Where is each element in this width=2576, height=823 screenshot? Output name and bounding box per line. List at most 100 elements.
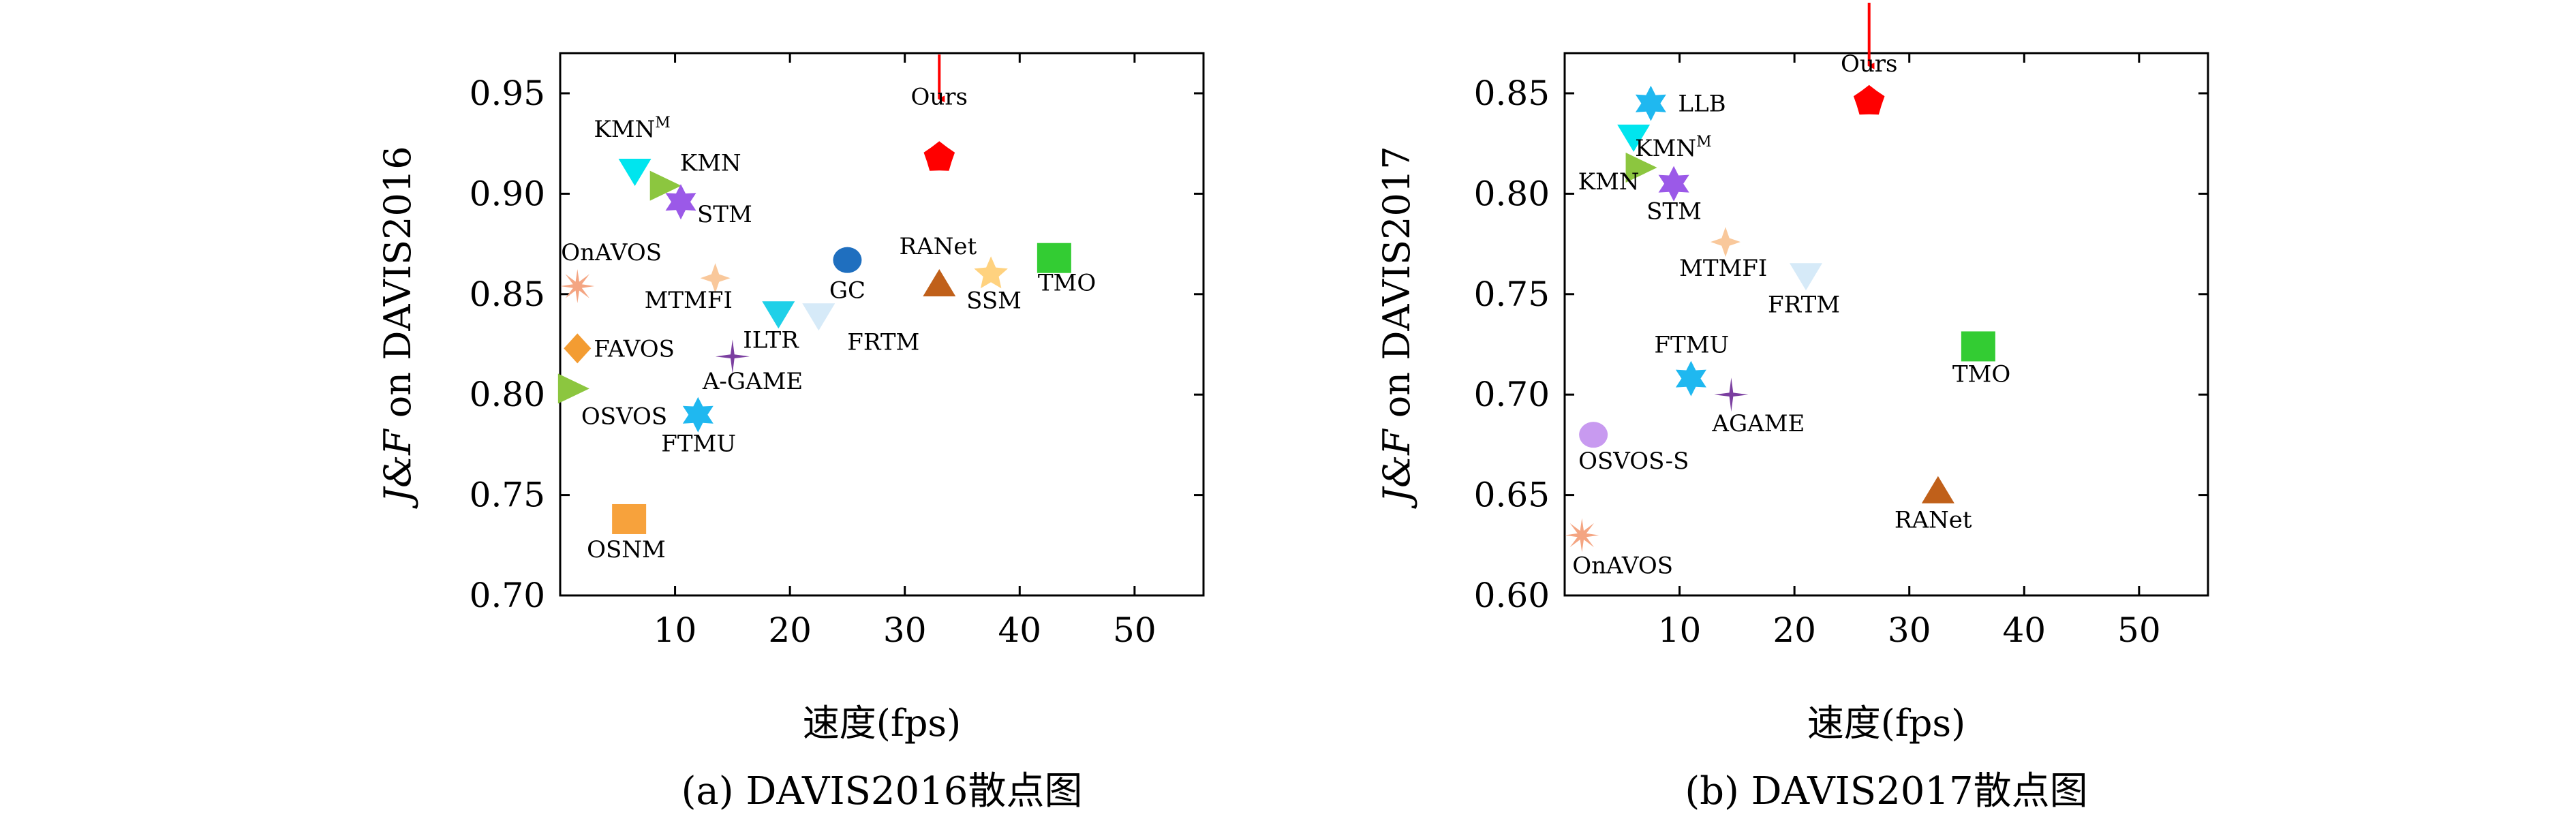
x-tick-label: 40 (2002, 610, 2046, 650)
plot-frame (559, 52, 1205, 597)
point-label: FTMU (661, 431, 736, 458)
x-tick-label: 50 (2117, 610, 2161, 650)
scatter-points (557, 55, 1071, 534)
scatter-points (1565, 3, 1995, 553)
caption: (b) DAVIS2017散点图 (1685, 769, 2087, 813)
point-label: OSNM (587, 536, 666, 563)
point-favos-marker (564, 333, 592, 364)
point-kmn-m-marker (1617, 124, 1651, 152)
y-tick-label: 0.95 (470, 74, 545, 113)
point-ours-marker (1853, 84, 1885, 115)
point-label: RANet (1895, 507, 1972, 534)
point-label: STM (1646, 198, 1702, 226)
y-axis-label: J&F on DAVIS2017 (1375, 146, 1418, 509)
y-tick-label: 0.70 (1474, 375, 1550, 414)
plot-frame (1563, 52, 2209, 597)
point-label: STM (697, 201, 752, 228)
point-onavos-marker (1565, 518, 1599, 553)
x-ticks: 10 20 30 40 50 (654, 53, 1156, 650)
point-label: FTMU (1654, 332, 1729, 359)
point-kmn-m-marker (618, 158, 651, 186)
x-tick-label: 50 (1113, 610, 1156, 650)
y-tick-label: 0.85 (470, 275, 545, 314)
point-ssm-marker (974, 256, 1008, 289)
x-tick-label: 30 (883, 610, 927, 650)
point-label: A-GAME (702, 368, 803, 395)
point-label: OnAVOS (561, 239, 662, 266)
point-frtm-marker (1790, 263, 1822, 291)
point-label: FRTM (1768, 291, 1840, 318)
x-ticks: 10 20 30 40 50 (1658, 53, 2161, 650)
y-ticks: 0.70 0.75 0.80 0.85 0.90 0.95 (470, 74, 1203, 615)
point-label: SSM (966, 287, 1022, 314)
y-tick-label: 0.85 (1474, 74, 1550, 113)
chart-davis2016: 10 20 30 40 50 0.700.750.800.850.900.95 KMNM… (376, 52, 1205, 813)
point-label: OnAVOS (1572, 553, 1673, 580)
point-label: OSVOS (581, 403, 667, 430)
point-ranet-marker (1921, 476, 1954, 503)
point-label: FRTM (847, 328, 919, 356)
point-iltr-marker (762, 301, 795, 329)
point-label: TMO (1038, 270, 1096, 297)
y-tick-label: 0.65 (1474, 476, 1550, 515)
y-tick-label: 0.75 (1474, 275, 1550, 314)
point-labels: KMNM KMN STM OnAVOS MTMFI GC RANet SSM TMO ILTR FR… (561, 83, 1096, 563)
point-label: KMNM (1635, 134, 1712, 162)
point-label: GC (829, 277, 865, 305)
y-axis-label: J&F on DAVIS2016 (376, 146, 419, 509)
point-mtmfi-marker (700, 263, 731, 294)
y-tick-label: 0.75 (470, 476, 545, 515)
point-label: MTMFI (1679, 255, 1767, 282)
point-mtmfi-marker (1711, 227, 1741, 258)
x-tick-label: 40 (998, 610, 1041, 650)
point-tmo-marker (1961, 331, 1995, 362)
point-kmn-marker (649, 170, 681, 201)
point-label: FAVOS (594, 335, 675, 362)
y-tick-label: 0.70 (470, 576, 545, 615)
x-tick-label: 20 (768, 610, 812, 650)
point-label: MTMFI (645, 287, 733, 314)
y-ticks: 0.60 0.65 0.70 0.75 0.80 0.85 (1474, 74, 2208, 615)
point-agame-marker (1714, 377, 1749, 412)
point-frtm-marker (802, 303, 835, 331)
point-label: TMO (1952, 360, 2010, 388)
point-llb-marker (1635, 85, 1666, 121)
x-tick-label: 20 (1773, 610, 1816, 650)
x-tick-label: 30 (1888, 610, 1931, 650)
x-tick-label: 10 (1658, 610, 1702, 650)
point-label: ILTR (743, 326, 799, 354)
y-tick-label: 0.90 (470, 174, 545, 213)
point-osvos-s-marker (1579, 422, 1608, 448)
point-label: Ours (911, 83, 968, 110)
y-tick-label: 0.60 (1474, 576, 1550, 615)
point-stm-marker (665, 184, 696, 220)
point-onavos-marker (560, 269, 595, 303)
point-label: OSVOS-S (1578, 448, 1689, 475)
point-label: AGAME (1711, 410, 1805, 437)
point-label: Ours (1841, 50, 1897, 78)
caption: (a) DAVIS2016散点图 (681, 769, 1083, 813)
point-label: RANet (899, 233, 977, 260)
y-tick-label: 0.80 (1474, 174, 1550, 213)
chart-davis2017: 10 20 30 40 50 0.60 0.65 0.70 0.75 0.80 0.85 LLB K… (1375, 3, 2209, 813)
point-osnm-marker (612, 503, 647, 534)
x-axis-label: 速度(fps) (803, 702, 961, 745)
point-ranet-marker (923, 269, 956, 297)
point-ftmu-marker (682, 397, 714, 433)
y-tick-label: 0.80 (470, 375, 545, 414)
point-label: LLB (1678, 91, 1726, 118)
point-gc-marker (833, 247, 862, 273)
x-tick-label: 10 (654, 610, 697, 650)
point-kmn-marker (1625, 153, 1657, 183)
point-label: KMNM (594, 114, 671, 143)
point-a-game-marker (715, 339, 750, 374)
point-ours-marker (923, 141, 955, 171)
point-ftmu-marker (1675, 360, 1706, 397)
point-osvos-marker (557, 373, 589, 404)
x-axis-label: 速度(fps) (1807, 702, 1965, 745)
point-label: KMN (680, 150, 741, 177)
point-label: KMN (1578, 168, 1640, 196)
point-stm-marker (1658, 166, 1689, 202)
